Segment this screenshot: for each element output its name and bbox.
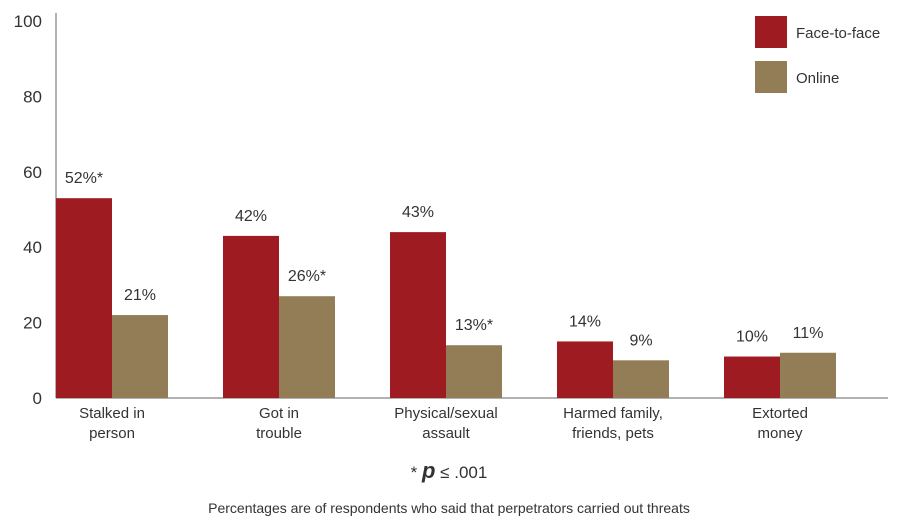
y-tick-label: 80 xyxy=(23,87,42,106)
bar-face-to-face xyxy=(724,356,780,398)
legend-label: Online xyxy=(796,70,839,87)
data-label: 52%* xyxy=(65,170,103,187)
data-label: 9% xyxy=(629,332,652,349)
data-label: 11% xyxy=(793,325,824,342)
significance-star: * xyxy=(410,463,422,482)
y-tick-label: 0 xyxy=(33,389,42,408)
footnote: Percentages are of respondents who said … xyxy=(208,500,690,516)
category-label: Physical/sexual assault xyxy=(394,405,497,442)
bar-face-to-face xyxy=(557,341,613,398)
bar-online xyxy=(613,360,669,398)
legend-label: Face-to-face xyxy=(796,25,880,42)
bar-online xyxy=(446,345,502,398)
legend-swatch xyxy=(755,61,787,93)
bars xyxy=(56,198,836,398)
y-tick-label: 20 xyxy=(23,314,42,333)
bar-face-to-face xyxy=(56,198,112,398)
bar-online xyxy=(780,352,836,398)
y-tick-label: 60 xyxy=(23,163,42,182)
data-labels: 52%* 21% 42% 26%* 43% 13%* 14% 9% 10% 11% xyxy=(65,170,824,349)
category-label: Got in trouble xyxy=(256,405,302,442)
data-label: 42% xyxy=(235,208,267,225)
data-label: 43% xyxy=(402,204,434,221)
bar-face-to-face xyxy=(390,232,446,398)
y-tick-label: 40 xyxy=(23,238,42,257)
data-label: 13%* xyxy=(455,317,493,334)
significance-note: * p ≤ .001 xyxy=(0,458,898,484)
legend: Face-to-face Online xyxy=(755,16,880,93)
category-labels: Stalked in person Got in trouble Physical/se… xyxy=(79,405,808,442)
category-label: Stalked in person xyxy=(79,405,145,442)
bar-online xyxy=(279,296,335,398)
bar-online xyxy=(112,315,168,398)
category-label: Extorted money xyxy=(752,405,808,442)
bar-face-to-face xyxy=(223,235,279,398)
data-label: 21% xyxy=(124,287,156,304)
data-label: 26%* xyxy=(288,268,326,285)
legend-swatch xyxy=(755,16,787,48)
significance-p: p xyxy=(422,458,436,483)
y-axis: 0 20 40 60 80 100 xyxy=(14,12,57,408)
y-tick-label: 100 xyxy=(14,12,42,31)
significance-threshold: ≤ .001 xyxy=(435,463,488,482)
data-label: 10% xyxy=(736,329,768,346)
data-label: 14% xyxy=(569,313,601,330)
category-label: Harmed family, friends, pets xyxy=(563,405,663,442)
